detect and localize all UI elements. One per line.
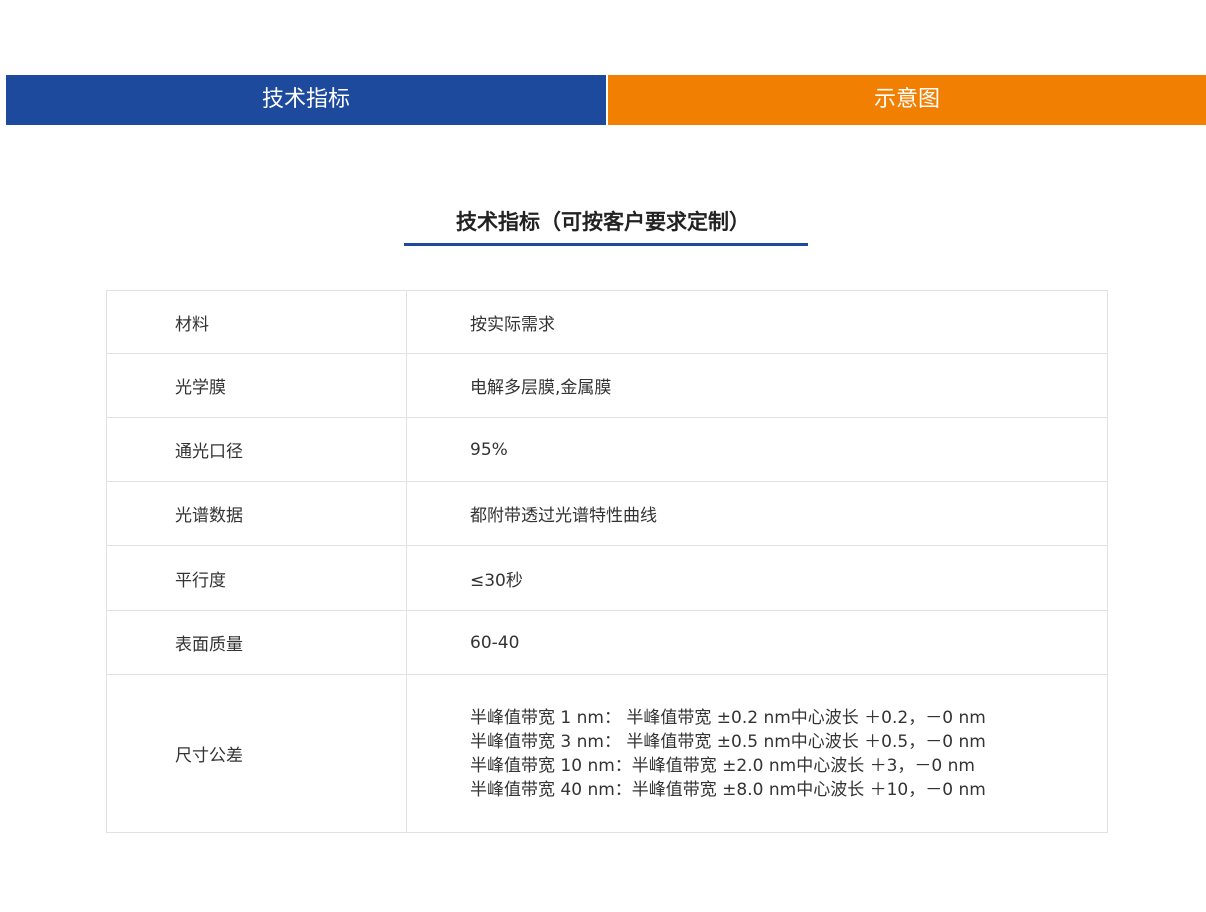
row-value: ≤30秒	[406, 545, 1108, 611]
row-label: 材料	[106, 290, 407, 354]
table-row: 光学膜 电解多层膜,金属膜	[106, 353, 1108, 418]
tab-specifications[interactable]: 技术指标	[6, 75, 606, 125]
table-row: 表面质量 60-40	[106, 610, 1108, 675]
row-label: 通光口径	[106, 417, 407, 482]
row-label: 光学膜	[106, 353, 407, 418]
tolerance-line: 半峰值带宽 40 nm：半峰值带宽 ±8.0 nm中心波长 ＋10，－0 nm	[470, 779, 986, 800]
row-value: 按实际需求	[406, 290, 1108, 354]
row-label: 光谱数据	[106, 481, 407, 546]
table-row: 通光口径 95%	[106, 417, 1108, 482]
row-label: 表面质量	[106, 610, 407, 675]
tab-diagram[interactable]: 示意图	[608, 75, 1206, 125]
row-value: 95%	[406, 417, 1108, 482]
table-row: 尺寸公差 半峰值带宽 1 nm： 半峰值带宽 ±0.2 nm中心波长 ＋0.2，…	[106, 674, 1108, 833]
row-label: 尺寸公差	[106, 674, 407, 833]
tolerance-line: 半峰值带宽 10 nm：半峰值带宽 ±2.0 nm中心波长 ＋3，－0 nm	[470, 755, 975, 776]
section-title: 技术指标（可按客户要求定制）	[456, 210, 750, 234]
row-value: 半峰值带宽 1 nm： 半峰值带宽 ±0.2 nm中心波长 ＋0.2，－0 nm…	[406, 674, 1108, 833]
row-label: 平行度	[106, 545, 407, 611]
tolerance-line: 半峰值带宽 3 nm： 半峰值带宽 ±0.5 nm中心波长 ＋0.5，－0 nm	[470, 731, 986, 752]
table-row: 光谱数据 都附带透过光谱特性曲线	[106, 481, 1108, 546]
tolerance-line: 半峰值带宽 1 nm： 半峰值带宽 ±0.2 nm中心波长 ＋0.2，－0 nm	[470, 707, 986, 728]
table-row: 材料 按实际需求	[106, 290, 1108, 354]
title-underline	[404, 243, 808, 246]
row-value: 都附带透过光谱特性曲线	[406, 481, 1108, 546]
table-row: 平行度 ≤30秒	[106, 545, 1108, 611]
row-value: 电解多层膜,金属膜	[406, 353, 1108, 418]
row-value: 60-40	[406, 610, 1108, 675]
spec-table: 材料 按实际需求 光学膜 电解多层膜,金属膜 通光口径 95% 光谱数据 都附带透过光谱…	[106, 290, 1108, 833]
